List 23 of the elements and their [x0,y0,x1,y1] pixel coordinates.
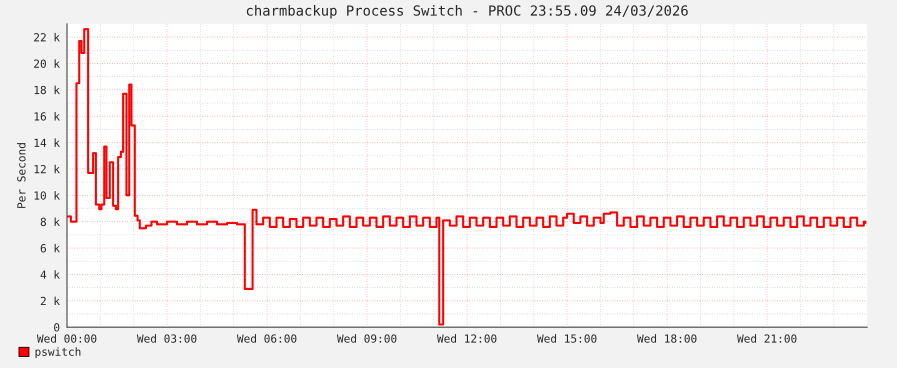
y-tick-label: 4 k [40,270,60,279]
y-tick-label: 18 k [34,86,60,94]
x-tick-label: Wed 06:00 [236,334,296,343]
y-axis-title: Per Second [16,143,26,208]
y-tick-label: 0 [54,323,60,332]
y-tick-label: 12 k [34,164,60,174]
y-tick-label: 16 k [34,112,60,121]
x-tick-label: Wed 03:00 [136,334,196,343]
y-tick-label: 10 k [34,191,60,200]
y-tick-label: 6 k [40,244,60,252]
y-tick-label: 2 k [40,296,60,306]
x-tick-label: Wed 12:00 [436,334,496,343]
x-tick-label: Wed 18:00 [636,334,696,343]
y-tick-label: 8 k [40,217,60,226]
x-tick-label: Wed 09:00 [336,334,396,343]
y-tick-label: 14 k [34,138,60,147]
y-tick-label: 22 k [34,32,60,42]
chart-title: charmbackup Process Switch - PROC 23:55.09 24/03/2026 [246,5,688,18]
x-tick-label: Wed 15:00 [536,334,596,343]
y-tick-label: 20 k [34,59,60,68]
x-tick-label: Wed 00:00 [36,334,96,343]
legend-label: pswitch [36,347,80,358]
x-tick-label: Wed 21:00 [737,334,796,343]
